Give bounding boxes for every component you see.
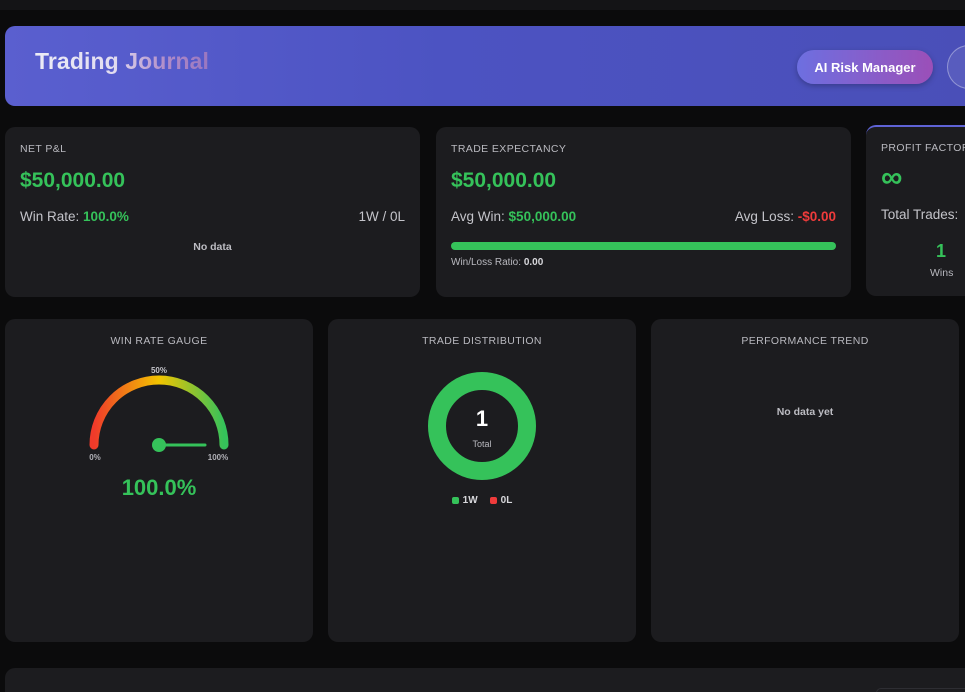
gauge-hub <box>152 438 166 452</box>
top-strip <box>0 0 965 10</box>
trade-distribution-card: TRADE DISTRIBUTION 1 Total 1W 0L <box>328 319 636 642</box>
net-pnl-card: NET P&L $50,000.00 Win Rate: 100.0% 1W /… <box>5 127 420 297</box>
donut-wins-segment <box>428 372 536 480</box>
wins-count: 1 <box>936 241 947 261</box>
gauge-value-text: 100.0% <box>121 475 197 500</box>
wins-label: Wins <box>930 267 954 279</box>
avg-win-label: Avg Win: <box>451 209 505 224</box>
avg-win-value: $50,000.00 <box>508 209 577 224</box>
app-title: Trading Journal <box>35 48 210 74</box>
app-header: Trading Journal AI Risk Manager <box>5 26 965 106</box>
trade-expectancy-value: $50,000.00 <box>451 169 557 192</box>
gauge-tick-min: 0% <box>89 453 101 462</box>
avg-loss-label: Avg Loss: <box>734 209 794 224</box>
win-rate-gauge-card: WIN RATE GAUGE 50% 0% 100% 100.0% <box>5 319 313 642</box>
win-loss-bar-fill <box>451 242 836 250</box>
win-rate-value: 100.0% <box>83 209 129 224</box>
win-rate-label: Win Rate: <box>20 209 80 224</box>
total-trades-label: Total Trades: <box>881 207 959 222</box>
win-loss-ratio-row: Win/Loss Ratio: 0.00 <box>451 257 543 268</box>
avg-win-row: Avg Win: $50,000.00 <box>451 209 576 224</box>
net-pnl-label: NET P&L <box>20 143 67 155</box>
profit-factor-value: ∞ <box>881 161 903 194</box>
net-pnl-value: $50,000.00 <box>20 169 126 192</box>
win-loss-bar <box>451 242 836 250</box>
distribution-legend: 1W 0L <box>328 495 636 506</box>
gauge-tick-max: 100% <box>208 453 228 462</box>
bottom-panel <box>5 668 965 692</box>
win-rate-gauge-title: WIN RATE GAUGE <box>110 335 208 347</box>
net-pnl-empty-text: No data <box>193 241 232 253</box>
ai-risk-manager-button[interactable]: AI Risk Manager <box>797 50 933 84</box>
win-rate-row: Win Rate: 100.0% <box>20 209 129 224</box>
performance-trend-empty-text: No data yet <box>776 406 834 418</box>
donut-total-label: Total <box>472 439 492 449</box>
win-loss-record: 1W / 0L <box>358 209 405 224</box>
profit-factor-card: PROFIT FACTOR ∞ Total Trades: 1 Wins <box>866 125 965 296</box>
trade-expectancy-label: TRADE EXPECTANCY <box>451 143 567 155</box>
legend-wins-label: 1W <box>462 495 478 506</box>
performance-trend-title: PERFORMANCE TREND <box>741 335 869 347</box>
avg-loss-row: Avg Loss: -$0.00 <box>735 209 836 224</box>
header-round-button[interactable] <box>947 45 965 89</box>
gauge-arc <box>89 375 229 450</box>
donut-total-value: 1 <box>475 406 489 431</box>
ratio-value: 0.00 <box>523 257 544 268</box>
legend-wins: 1W <box>451 495 478 506</box>
legend-losses-swatch <box>489 497 497 504</box>
legend-losses-label: 0L <box>500 495 513 506</box>
win-rate-gauge: 50% 0% 100% <box>89 366 229 462</box>
bottom-panel-control[interactable] <box>876 688 965 692</box>
profit-factor-label: PROFIT FACTOR <box>881 142 965 154</box>
performance-trend-card: PERFORMANCE TREND No data yet <box>651 319 959 642</box>
legend-wins-swatch <box>451 497 459 504</box>
legend-losses: 0L <box>489 495 513 506</box>
gauge-tick-mid: 50% <box>151 366 167 375</box>
ratio-label: Win/Loss Ratio: <box>451 257 522 268</box>
avg-loss-value: -$0.00 <box>797 209 836 224</box>
trade-expectancy-card: TRADE EXPECTANCY $50,000.00 Avg Win: $50… <box>436 127 851 297</box>
trade-distribution-title: TRADE DISTRIBUTION <box>422 335 542 347</box>
trade-distribution-donut <box>428 372 536 480</box>
